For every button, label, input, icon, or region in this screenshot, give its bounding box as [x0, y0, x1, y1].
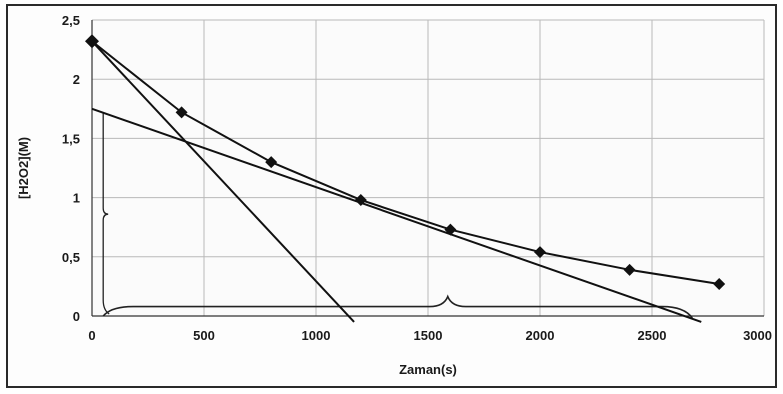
data-point: [354, 193, 367, 206]
horizontal-brace: [102, 294, 693, 319]
data-point: [175, 106, 188, 119]
y-tick-label: 1,5: [62, 131, 80, 146]
data-markers: [85, 34, 726, 291]
x-tick-labels: 0 500 1000 1500 2000 2500 3000: [88, 328, 772, 343]
line-chart: 0 500 1000 1500 2000 2500 3000 0 0,5 1 1,5 2 2,5 Za…: [16, 13, 772, 377]
axes: [91, 20, 764, 317]
data-point: [713, 278, 726, 291]
y-tick-label: 0: [73, 309, 80, 324]
y-tick-label: 2: [73, 72, 80, 87]
x-tick-label: 3000: [743, 328, 772, 343]
series-line-1: [91, 40, 720, 286]
y-tick-labels: 0 0,5 1 1,5 2 2,5: [62, 13, 80, 324]
x-tick-label: 2500: [638, 328, 667, 343]
annotation-braces: [102, 112, 693, 319]
tangent-line-2: [91, 107, 702, 323]
data-point: [444, 223, 457, 236]
grid: [92, 19, 765, 316]
x-tick-label: 2000: [526, 328, 555, 343]
data-point: [534, 246, 546, 259]
data-point: [85, 34, 99, 49]
y-tick-label: 1: [73, 191, 80, 206]
x-tick-label: 0: [88, 328, 95, 343]
tangent-line-1: [91, 40, 355, 323]
data-point: [265, 156, 278, 169]
vertical-brace: [102, 112, 110, 315]
chart-frame: 0 500 1000 1500 2000 2500 3000 0 0,5 1 1,5 2 2,5 Za…: [6, 4, 777, 388]
data-point: [623, 263, 636, 276]
y-tick-label: 2,5: [62, 13, 80, 28]
x-tick-label: 1000: [302, 328, 331, 343]
data-series: [91, 40, 720, 286]
x-axis-label: Zaman(s): [399, 362, 457, 377]
x-tick-label: 500: [193, 328, 215, 343]
x-tick-label: 1500: [414, 328, 443, 343]
y-tick-label: 0,5: [62, 250, 80, 265]
tangent-lines: [91, 40, 702, 323]
y-axis-label: [H2O2](M): [16, 137, 31, 199]
